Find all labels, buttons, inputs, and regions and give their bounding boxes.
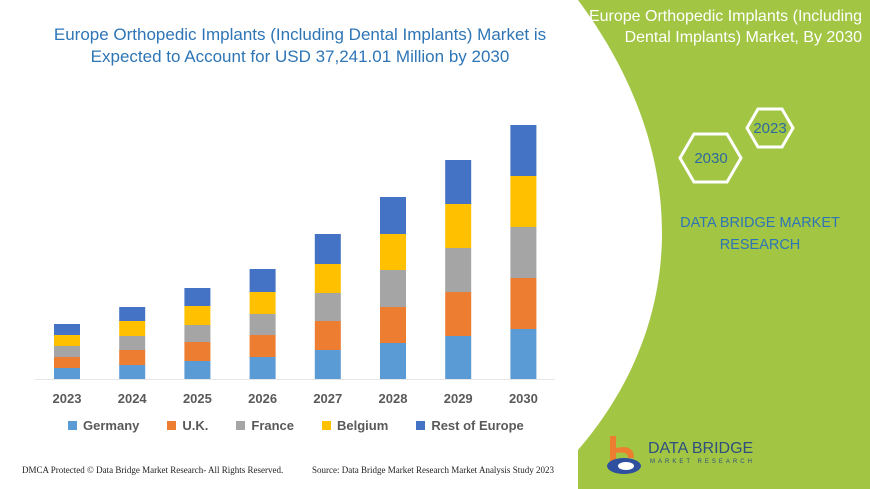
legend-label: Rest of Europe [431, 418, 524, 433]
legend: Germany U.K. France Belgium Rest of Euro… [68, 418, 524, 433]
x-tick-label: 2028 [379, 391, 408, 406]
bar-segment-france-2027 [314, 293, 341, 321]
bar-segment-u-k--2030 [510, 278, 537, 329]
bar-segment-u-k--2024 [119, 350, 146, 365]
bar-segment-france-2024 [119, 336, 146, 350]
legend-item-france: France [236, 418, 294, 433]
x-tick-label: 2027 [313, 391, 342, 406]
bar-segment-belgium-2023 [54, 335, 80, 346]
bar-segment-u-k--2026 [249, 335, 276, 357]
legend-item-belgium: Belgium [322, 418, 388, 433]
legend-swatch [416, 421, 426, 430]
bar-segment-france-2025 [184, 325, 211, 342]
legend-label: U.K. [182, 418, 209, 433]
legend-label: Belgium [337, 418, 389, 433]
bar-segment-u-k--2023 [54, 357, 80, 368]
legend-item-uk: U.K. [167, 418, 208, 433]
bar-segment-belgium-2025 [184, 306, 211, 325]
bar-segment-belgium-2029 [445, 204, 472, 248]
legend-swatch [322, 421, 332, 430]
bar-segment-rest-of-europe-2025 [184, 288, 211, 306]
bar-segment-rest-of-europe-2030 [510, 125, 537, 176]
bar-segment-rest-of-europe-2029 [445, 160, 472, 204]
chart-title: Europe Orthopedic Implants (Including De… [53, 25, 547, 66]
logo-subtitle: MARKET RESEARCH [650, 459, 755, 465]
bar-segment-france-2029 [445, 248, 472, 292]
x-tick-label: 2025 [183, 391, 212, 406]
bar-segment-germany-2024 [119, 365, 146, 379]
footer-source: Source: Data Bridge Market Research Mark… [312, 465, 554, 475]
stacked-bar-chart: 2023 2024 2025 2026 2027 2028 2029 2030 [35, 125, 555, 406]
bar-segment-germany-2025 [184, 361, 211, 379]
logo-name: DATA BRIDGE [648, 440, 754, 457]
bar-segment-rest-of-europe-2023 [54, 324, 80, 335]
bar-segment-germany-2029 [445, 336, 472, 379]
footer-copyright: DMCA Protected © Data Bridge Market Rese… [22, 465, 284, 475]
brand-text: DATA BRIDGE MARKET RESEARCH [680, 215, 840, 253]
bar-segment-germany-2027 [314, 350, 341, 379]
x-tick-label: 2026 [248, 391, 277, 406]
bar-segment-rest-of-europe-2026 [249, 269, 276, 292]
bar-segment-u-k--2027 [314, 321, 341, 350]
bar-segment-france-2028 [380, 270, 406, 307]
side-panel-green [578, 0, 870, 489]
bar-segment-germany-2023 [54, 368, 80, 379]
bar-segment-belgium-2027 [314, 264, 341, 293]
legend-item-germany: Germany [68, 418, 139, 433]
bar-segment-france-2030 [510, 227, 537, 278]
bar-segment-belgium-2026 [249, 292, 276, 314]
legend-swatch [236, 421, 246, 430]
hexagon-2030: 2030 [678, 132, 743, 184]
bar-segment-u-k--2025 [184, 342, 211, 361]
legend-item-rest-of-europe: Rest of Europe [416, 418, 524, 433]
bar-segment-rest-of-europe-2024 [119, 307, 146, 321]
x-tick-label: 2030 [509, 391, 538, 406]
bar-segment-rest-of-europe-2027 [314, 234, 341, 264]
bar-segment-u-k--2028 [380, 307, 406, 343]
side-panel-title: Europe Orthopedic Implants (Including De… [588, 8, 862, 46]
bar-segment-belgium-2024 [119, 321, 146, 336]
x-tick-label: 2024 [118, 391, 148, 406]
x-tick-label: 2023 [53, 391, 82, 406]
bar-segment-france-2023 [54, 346, 80, 357]
bar-segment-belgium-2028 [380, 234, 406, 270]
bar-segment-france-2026 [249, 314, 276, 335]
bar-segment-belgium-2030 [510, 176, 537, 227]
x-tick-label: 2029 [444, 391, 473, 406]
legend-swatch [68, 421, 77, 430]
bar-segment-rest-of-europe-2028 [380, 197, 406, 234]
bar-segment-u-k--2029 [445, 292, 472, 336]
legend-label: France [251, 418, 295, 433]
legend-label: Germany [83, 418, 140, 433]
hex-label-2030: 2030 [694, 150, 727, 167]
hex-label-2023: 2023 [753, 120, 786, 137]
legend-swatch [167, 421, 177, 430]
hexagon-2023: 2023 [745, 107, 795, 149]
bar-segment-germany-2030 [510, 329, 537, 379]
data-bridge-logo-icon [607, 436, 641, 474]
bar-segment-germany-2026 [249, 357, 276, 379]
bar-segment-germany-2028 [380, 343, 406, 379]
